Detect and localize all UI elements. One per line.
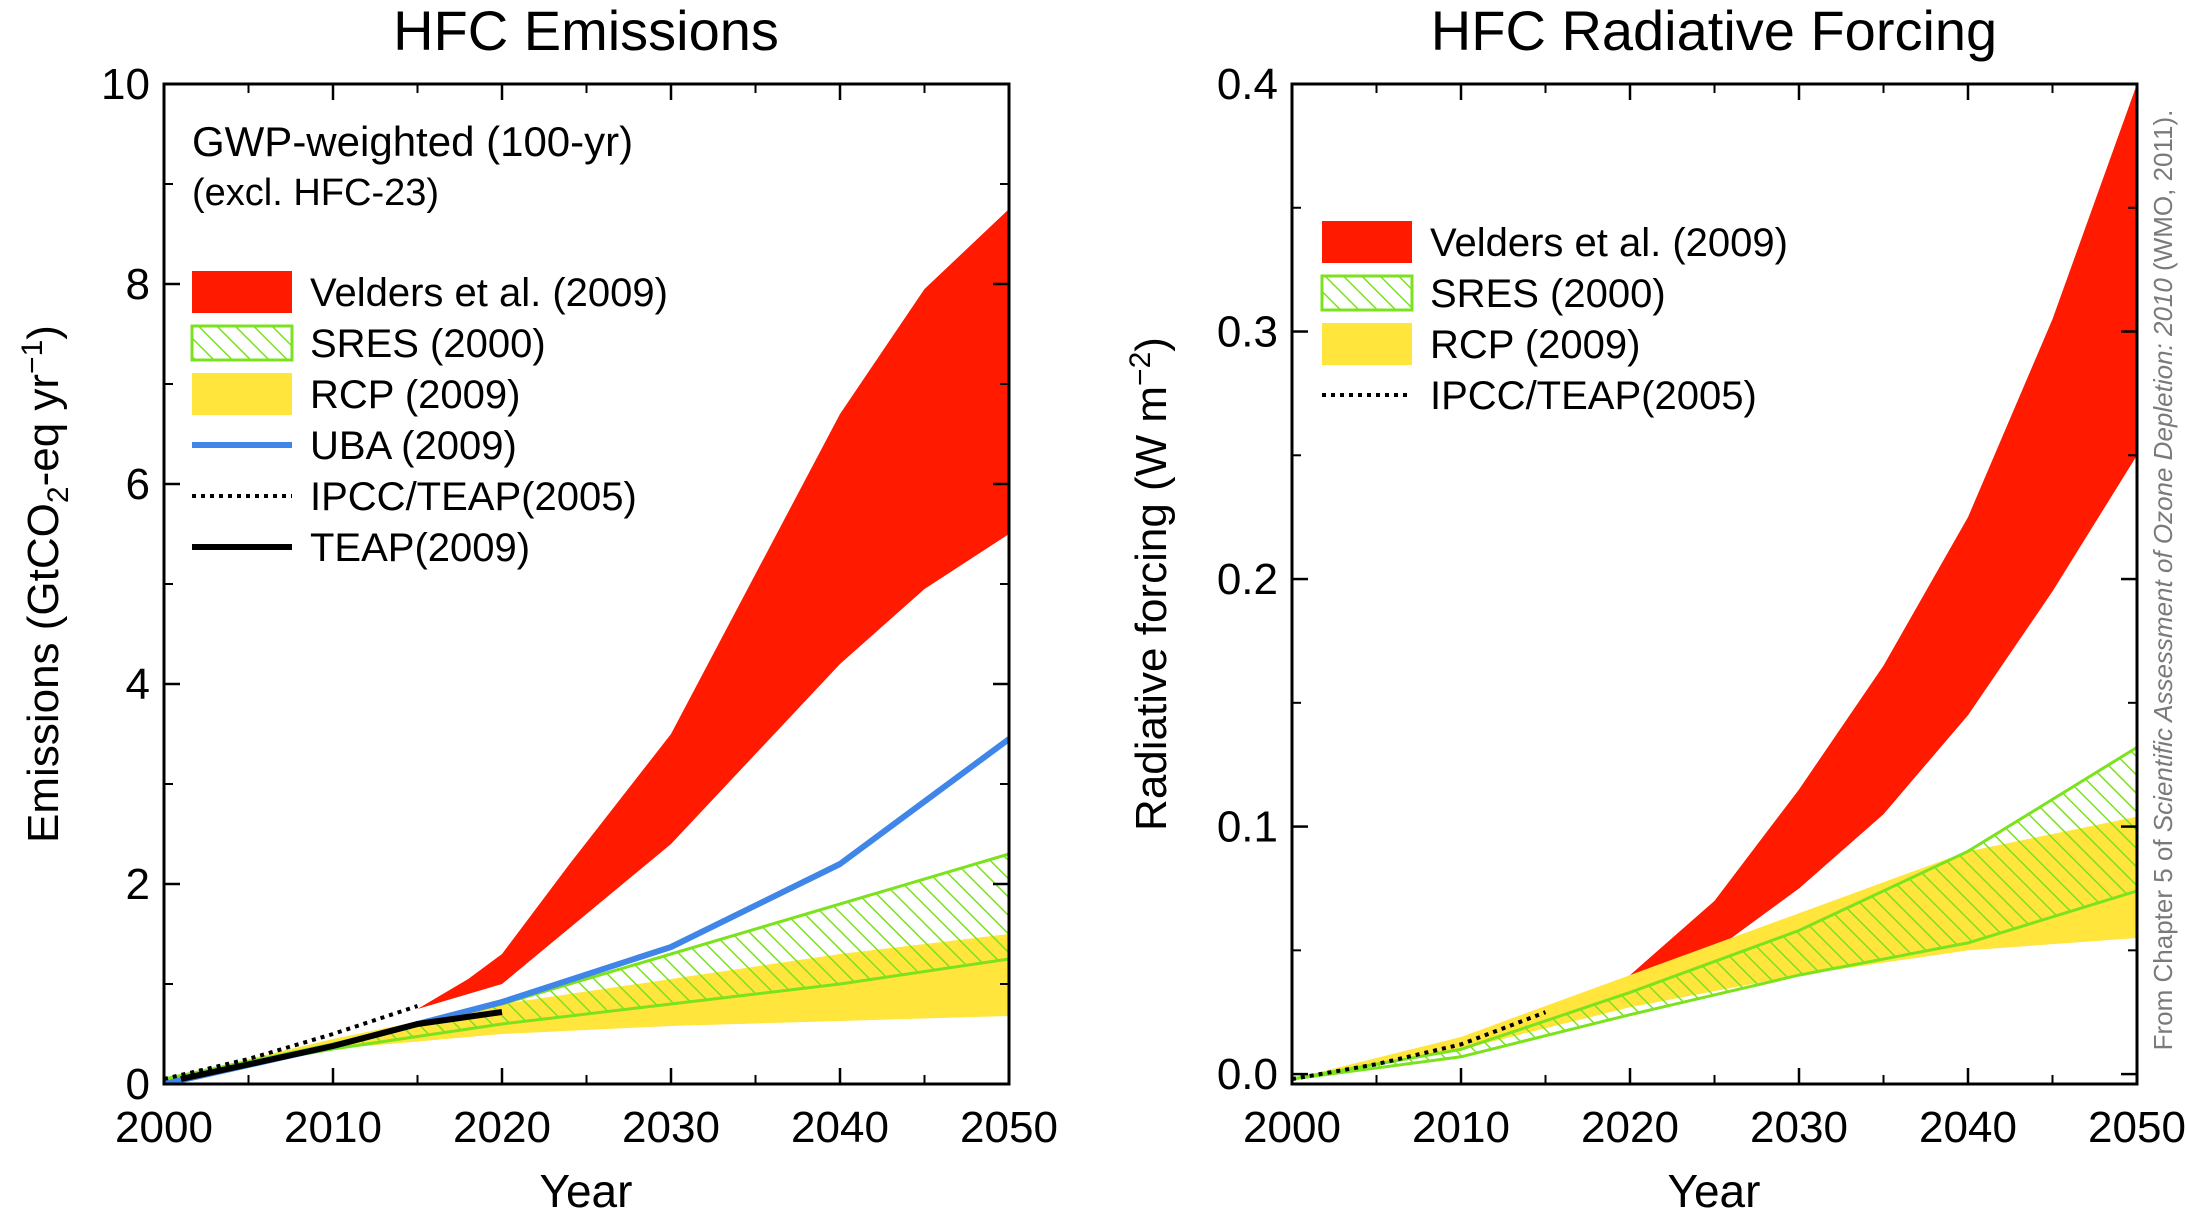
forcing-legend-swatch-sres	[1320, 274, 1414, 312]
forcing-y-label-pre: Radiative forcing (W m	[1127, 386, 1176, 831]
emissions-teap-line	[180, 1009, 503, 1082]
forcing-y-axis-label: Radiative forcing (W m−2)	[1124, 337, 1176, 831]
emissions-data-layer	[164, 209, 1009, 1084]
emissions-annotation-line1: GWP-weighted (100-yr)	[192, 118, 633, 165]
forcing-y-tick-label: 0.1	[1217, 803, 1278, 852]
forcing-x-tick-label: 2030	[1750, 1103, 1848, 1152]
emissions-legend-label-ipcc: IPCC/TEAP(2005)	[310, 475, 637, 519]
forcing-y-tick-label: 0.3	[1217, 308, 1278, 357]
emissions-annotation-line2: (excl. HFC-23)	[192, 172, 439, 214]
forcing-x-tick-label: 2000	[1243, 1103, 1341, 1152]
forcing-y-tick-label: 0.0	[1217, 1050, 1278, 1099]
forcing-sres-upper-edge	[1292, 746, 2137, 1081]
emissions-y-label-pre: Emissions (GtCO	[19, 503, 68, 843]
forcing-legend-label-rcp: RCP (2009)	[1430, 323, 1640, 367]
forcing-y-label-sup: −2	[1124, 352, 1157, 386]
emissions-x-tick-label: 2040	[791, 1103, 889, 1152]
forcing-x-tick-label: 2010	[1412, 1103, 1510, 1152]
forcing-chart-title: HFC Radiative Forcing	[1431, 0, 1997, 62]
forcing-panel: HFC Radiative Forcing Velders et al. (20…	[1124, 0, 2186, 1217]
forcing-y-label-post: )	[1127, 337, 1176, 352]
emissions-legend-label-teap: TEAP(2009)	[310, 526, 530, 570]
emissions-ipcc-line	[164, 1004, 419, 1081]
emissions-x-tick-label: 2020	[453, 1103, 551, 1152]
emissions-panel: HFC Emissions Velders et al. (2009) SRES …	[16, 0, 1058, 1217]
forcing-velders-band	[1461, 84, 2137, 1045]
forcing-sres-lower-edge	[1292, 889, 2137, 1081]
emissions-y-tick-label: 10	[101, 60, 150, 109]
emissions-legend-label-velders: Velders et al. (2009)	[310, 271, 668, 315]
forcing-axes: 2000 2010 2020 2030 2040 2050 0.0 0.1 0.2 0.3 0.4	[1217, 60, 2186, 1152]
emissions-legend-label-sres: SRES (2000)	[310, 322, 546, 366]
emissions-y-tick-label: 4	[126, 660, 150, 709]
forcing-legend: Velders et al. (2009) SRES (2000) RCP (200…	[1320, 221, 1788, 418]
emissions-y-label-mid: -eq yr	[19, 374, 68, 486]
forcing-y-tick-label: 0.4	[1217, 60, 1278, 109]
emissions-x-tick-label: 2030	[622, 1103, 720, 1152]
forcing-y-tick-label: 0.2	[1217, 555, 1278, 604]
source-credit-prefix: From Chapter 5 of	[2148, 832, 2178, 1050]
emissions-legend: Velders et al. (2009) SRES (2000) RCP (200…	[190, 271, 668, 570]
forcing-legend-label-velders: Velders et al. (2009)	[1430, 221, 1788, 265]
emissions-y-tick-label: 2	[126, 860, 150, 909]
forcing-x-tick-label: 2020	[1581, 1103, 1679, 1152]
emissions-axes: 2000 2010 2020 2030 2040 2050 0 2 4 6 8 10	[101, 60, 1058, 1152]
emissions-x-tick-label: 2010	[284, 1103, 382, 1152]
forcing-x-tick-label: 2040	[1919, 1103, 2017, 1152]
forcing-data-layer	[1292, 84, 2137, 1082]
emissions-x-tick-label: 2000	[115, 1103, 213, 1152]
emissions-y-axis-label: Emissions (GtCO2-eq yr−1)	[16, 325, 75, 843]
emissions-legend-label-rcp: RCP (2009)	[310, 373, 520, 417]
emissions-y-label-sup: −1	[16, 340, 49, 374]
emissions-sres-band	[164, 854, 1009, 1079]
source-credit-suffix: (WMO, 2011).	[2148, 110, 2178, 279]
emissions-y-label-sub: 2	[42, 486, 75, 503]
emissions-y-tick-label: 8	[126, 260, 150, 309]
emissions-legend-label-uba: UBA (2009)	[310, 424, 517, 468]
emissions-velders-band	[417, 209, 1009, 1009]
emissions-chart-title: HFC Emissions	[393, 0, 779, 62]
forcing-sres-band	[1292, 747, 2137, 1080]
emissions-y-tick-label: 6	[126, 460, 150, 509]
source-credit-title: Scientific Assessment of Ozone Depletion…	[2148, 278, 2178, 833]
forcing-x-tick-label: 2050	[2088, 1103, 2186, 1152]
forcing-legend-label-sres: SRES (2000)	[1430, 272, 1666, 316]
source-credit: From Chapter 5 of Scientific Assessment …	[2148, 110, 2178, 1051]
emissions-legend-swatch-velders	[192, 271, 292, 313]
emissions-x-tick-label: 2050	[960, 1103, 1058, 1152]
forcing-legend-label-ipcc: IPCC/TEAP(2005)	[1430, 374, 1757, 418]
emissions-legend-swatch-rcp	[192, 373, 292, 415]
emissions-y-tick-label: 0	[126, 1060, 150, 1109]
forcing-x-axis-label: Year	[1668, 1165, 1761, 1217]
forcing-ipcc-line	[1292, 1010, 1547, 1082]
forcing-legend-swatch-velders	[1322, 221, 1412, 263]
emissions-x-axis-label: Year	[540, 1165, 633, 1217]
emissions-legend-swatch-sres	[190, 324, 294, 362]
forcing-legend-swatch-rcp	[1322, 323, 1412, 365]
emissions-y-label-post: )	[19, 325, 68, 340]
